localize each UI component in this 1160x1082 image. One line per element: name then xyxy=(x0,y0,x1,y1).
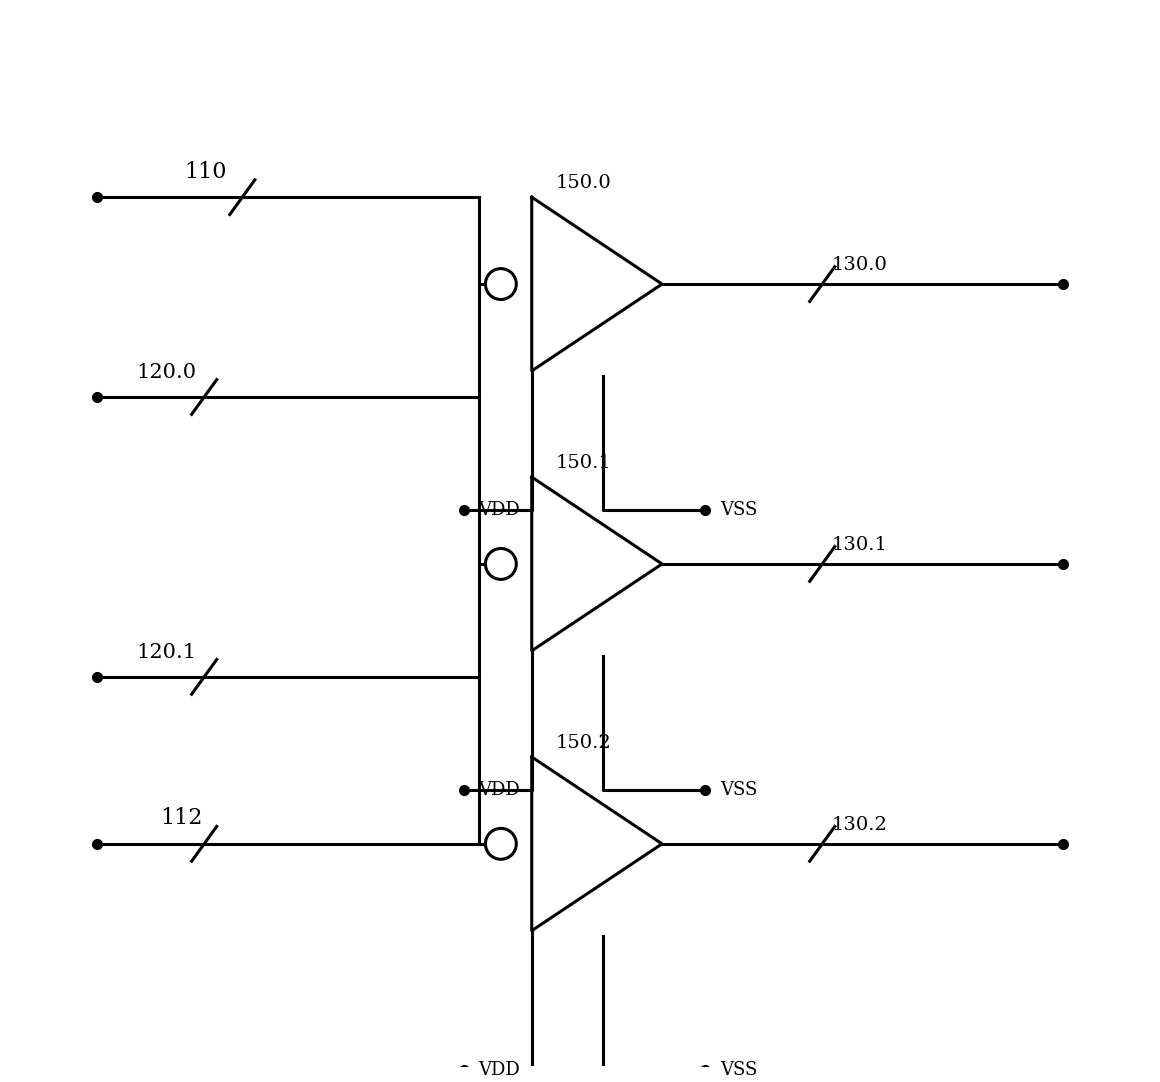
Text: 120.1: 120.1 xyxy=(137,644,197,662)
Text: VDD: VDD xyxy=(479,781,521,799)
Text: 110: 110 xyxy=(184,161,227,183)
Text: 112: 112 xyxy=(161,807,203,829)
Text: 150.0: 150.0 xyxy=(556,174,611,193)
Text: 130.2: 130.2 xyxy=(832,816,887,834)
Text: 130.0: 130.0 xyxy=(832,256,887,275)
Text: 120.0: 120.0 xyxy=(137,364,197,383)
Text: VDD: VDD xyxy=(479,501,521,519)
Text: VDD: VDD xyxy=(479,1060,521,1079)
Text: 130.1: 130.1 xyxy=(832,537,887,554)
Text: VSS: VSS xyxy=(720,781,757,799)
Text: VSS: VSS xyxy=(720,501,757,519)
Text: 150.1: 150.1 xyxy=(556,454,611,472)
Text: VSS: VSS xyxy=(720,1060,757,1079)
Text: 150.2: 150.2 xyxy=(556,735,611,752)
